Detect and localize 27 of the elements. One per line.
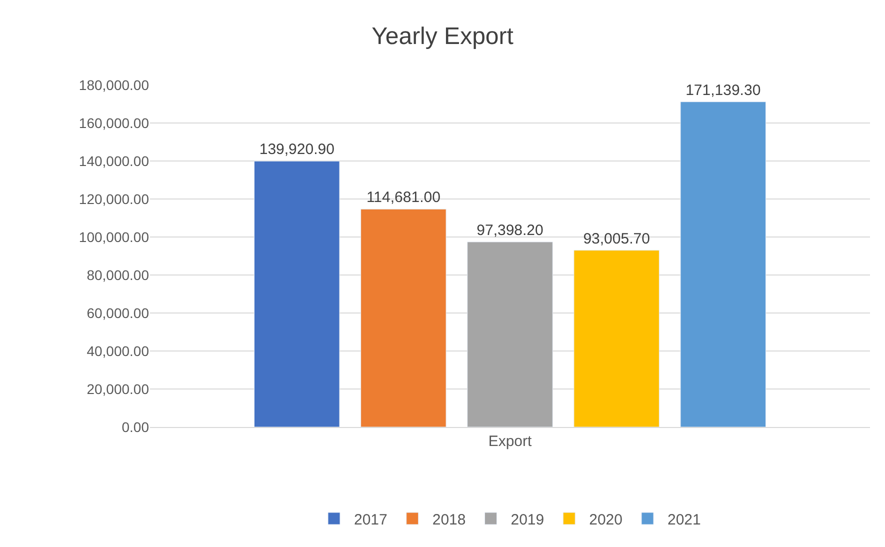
data-label: 97,398.20: [476, 222, 544, 239]
y-tick-label: 60,000.00: [86, 304, 150, 321]
x-tick-label: Export: [488, 433, 533, 450]
data-label: 139,920.90: [259, 141, 334, 158]
legend-label: 2021: [668, 511, 701, 528]
bar: [254, 160, 340, 427]
bar: [574, 250, 660, 427]
y-tick-label: 0.00: [122, 418, 150, 435]
y-tick-label: 120,000.00: [78, 190, 150, 207]
chart-title: Yearly Export: [372, 23, 514, 50]
y-tick-label: 100,000.00: [78, 228, 150, 245]
legend-label: 2017: [354, 511, 388, 528]
bar: [360, 208, 446, 427]
data-label: 114,681.00: [366, 189, 440, 206]
legend-label: 2020: [589, 511, 622, 528]
bar: [467, 242, 553, 427]
y-tick-label: 80,000.00: [86, 266, 150, 283]
bar: [680, 102, 766, 427]
legend-label: 2018: [432, 511, 466, 528]
y-tick-label: 40,000.00: [86, 342, 150, 359]
data-label: 93,005.70: [583, 230, 650, 248]
y-tick-label: 160,000.00: [78, 114, 150, 131]
legend-label: 2019: [510, 511, 544, 528]
y-tick-label: 180,000.00: [78, 76, 150, 93]
y-tick-label: 140,000.00: [78, 152, 150, 169]
data-label: 171,139.30: [686, 82, 761, 99]
y-tick-label: 20,000.00: [86, 380, 150, 397]
